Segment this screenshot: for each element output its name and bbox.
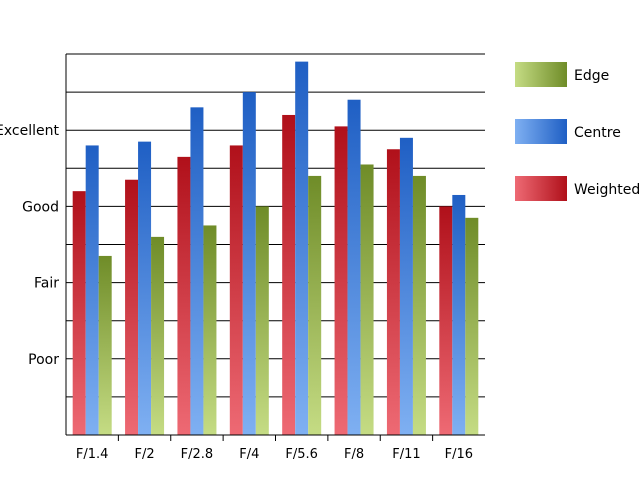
bar-centre	[452, 194, 466, 435]
legend-label-edge: Edge	[574, 68, 609, 84]
legend-swatch-weighted	[515, 176, 567, 201]
bar-centre	[85, 145, 99, 435]
bar-edge	[151, 236, 165, 435]
bar-weighted	[125, 179, 139, 435]
x-tick-label: F/8	[344, 447, 364, 462]
bars	[72, 61, 479, 436]
bar-weighted	[282, 114, 296, 436]
y-tick-label: Excellent	[0, 123, 60, 139]
bar-edge	[412, 175, 426, 436]
bar-edge	[255, 206, 269, 435]
bar-weighted	[439, 206, 453, 435]
legend-swatch-edge	[515, 62, 567, 87]
bar-edge	[98, 255, 112, 435]
bar-edge	[308, 175, 322, 436]
bar-weighted	[386, 149, 400, 435]
bar-centre	[138, 141, 152, 435]
x-tick-label: F/4	[239, 447, 259, 462]
bar-edge	[360, 164, 374, 436]
bar-edge	[465, 217, 479, 435]
y-tick-label: Poor	[28, 352, 59, 368]
y-tick-label: Good	[22, 199, 59, 215]
bar-edge	[203, 225, 217, 435]
x-tick-label: F/5.6	[285, 447, 318, 462]
tick-labels: Poor Fair Good Excellent F/1.4 F/2 F/2.8 F/4 F/5…	[0, 123, 473, 462]
y-tick-label: Fair	[34, 276, 59, 292]
x-tick-label: F/1.4	[76, 447, 109, 462]
bar-centre	[295, 61, 309, 436]
legend-label-weighted: Weighted	[574, 182, 640, 198]
legend: Edge Centre Weighted	[515, 62, 640, 201]
bar-weighted	[72, 191, 86, 435]
x-tick-label: F/2.8	[181, 447, 214, 462]
axes	[65, 54, 485, 441]
x-tick-label: F/16	[445, 447, 473, 462]
bar-weighted	[177, 156, 191, 435]
bar-centre	[190, 107, 204, 435]
bar-weighted	[334, 126, 348, 435]
x-tick-label: F/2	[134, 447, 154, 462]
legend-label-centre: Centre	[574, 125, 621, 141]
bar-centre	[399, 137, 413, 435]
bar-centre	[242, 92, 256, 435]
bar-weighted	[229, 145, 243, 435]
x-tick-label: F/11	[392, 447, 420, 462]
bar-centre	[347, 99, 361, 435]
legend-swatch-centre	[515, 119, 567, 144]
